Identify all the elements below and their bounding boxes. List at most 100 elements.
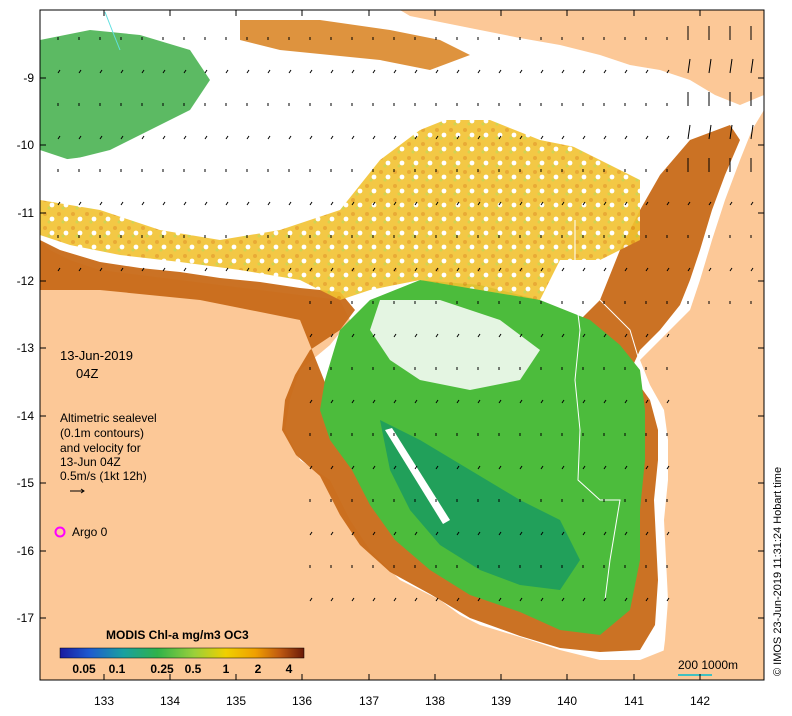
legend-line: 0.5m/s (1kt 12h) xyxy=(60,469,147,483)
velocity-arrow xyxy=(267,135,271,140)
colorbar-tick: 0.05 xyxy=(72,662,96,676)
velocity-arrow xyxy=(645,399,649,404)
velocity-arrow xyxy=(603,597,607,602)
velocity-legend-arrowhead xyxy=(80,488,85,494)
velocity-arrow xyxy=(372,465,376,470)
velocity-arrow xyxy=(603,531,607,536)
velocity-arrow xyxy=(309,333,313,338)
velocity-arrow xyxy=(519,267,523,272)
axis-ticks xyxy=(40,10,764,680)
velocity-arrow xyxy=(309,531,313,536)
velocity-arrow xyxy=(372,333,376,338)
velocity-arrow xyxy=(372,201,376,206)
velocity-arrow xyxy=(204,201,208,206)
colorbar-tick: 4 xyxy=(285,662,293,676)
lat-tick-label: -13 xyxy=(16,341,34,355)
velocity-arrow xyxy=(309,597,313,602)
velocity-arrow xyxy=(330,135,334,140)
velocity-arrow xyxy=(456,531,460,536)
velocity-arrow xyxy=(456,399,460,404)
velocity-arrow xyxy=(540,597,544,602)
map-border xyxy=(39,9,765,681)
velocity-arrow xyxy=(330,597,334,602)
velocity-arrow xyxy=(750,267,754,272)
velocity-arrow xyxy=(498,399,502,404)
velocity-arrow xyxy=(267,267,271,272)
velocity-arrow xyxy=(666,597,670,602)
legend-line: and velocity for xyxy=(60,441,141,455)
scale-label: 200 1000m xyxy=(678,658,739,672)
lon-tick-label: 133 xyxy=(93,694,115,708)
velocity-arrow xyxy=(393,597,397,602)
velocity-arrow xyxy=(330,333,334,338)
land-cape-york xyxy=(640,110,764,680)
velocity-arrow xyxy=(435,135,439,140)
velocity-arrow xyxy=(435,333,439,338)
velocity-arrow xyxy=(393,201,397,206)
velocity-arrow xyxy=(477,597,481,602)
velocity-arrow xyxy=(624,597,628,602)
lat-tick-label: -17 xyxy=(16,611,34,625)
velocity-arrow xyxy=(561,69,565,74)
chl-gulf-core xyxy=(380,420,580,590)
velocity-arrow xyxy=(351,597,355,602)
cloud-north xyxy=(50,80,660,205)
velocity-arrow xyxy=(498,201,502,206)
velocity-arrow xyxy=(477,135,481,140)
velocity-arrow xyxy=(603,201,607,206)
velocity-arrow xyxy=(99,69,103,74)
velocity-arrow xyxy=(183,135,187,140)
velocity-arrow xyxy=(624,69,628,74)
velocity-arrow xyxy=(372,597,376,602)
velocity-arrow xyxy=(666,201,670,206)
lat-tick-label: -14 xyxy=(16,409,34,423)
velocity-arrow xyxy=(729,58,733,74)
velocity-arrow xyxy=(729,201,733,206)
velocity-arrow xyxy=(582,597,586,602)
map-time: 04Z xyxy=(76,366,99,381)
velocity-arrow xyxy=(666,465,670,470)
velocity-arrow xyxy=(120,201,124,206)
velocity-arrow xyxy=(561,597,565,602)
velocity-arrow xyxy=(330,399,334,404)
velocity-arrow xyxy=(309,267,313,272)
velocity-arrow xyxy=(78,135,82,140)
velocity-arrow xyxy=(582,531,586,536)
lon-tick-label: 135 xyxy=(225,694,247,708)
velocity-arrow xyxy=(624,399,628,404)
map-date: 13-Jun-2019 xyxy=(60,348,133,363)
velocity-arrow xyxy=(477,465,481,470)
velocity-arrow xyxy=(519,597,523,602)
velocity-arrow xyxy=(372,135,376,140)
lat-tick-label: -16 xyxy=(16,544,34,558)
velocity-arrow xyxy=(540,531,544,536)
velocity-arrow xyxy=(414,399,418,404)
velocity-arrow xyxy=(372,531,376,536)
velocity-arrow xyxy=(687,58,691,74)
velocity-arrow xyxy=(708,124,712,140)
velocity-arrow xyxy=(288,135,292,140)
velocity-arrow xyxy=(414,465,418,470)
velocity-arrow xyxy=(78,267,82,272)
velocity-arrow xyxy=(666,333,670,338)
velocity-arrow xyxy=(435,465,439,470)
velocity-arrow xyxy=(372,267,376,272)
velocity-arrow xyxy=(78,201,82,206)
velocity-arrow xyxy=(498,267,502,272)
land-arnhem xyxy=(40,240,560,680)
velocity-arrow xyxy=(351,201,355,206)
velocity-arrow xyxy=(729,267,733,272)
velocity-arrow xyxy=(519,201,523,206)
velocity-arrow xyxy=(120,135,124,140)
velocity-arrow xyxy=(162,267,166,272)
lat-tick-label: -9 xyxy=(23,71,34,85)
velocity-arrow xyxy=(645,465,649,470)
velocity-arrow xyxy=(414,69,418,74)
lon-tick-label: 139 xyxy=(490,694,512,708)
velocity-arrow xyxy=(540,333,544,338)
velocity-arrow xyxy=(309,201,313,206)
velocity-arrow xyxy=(393,399,397,404)
argo-marker-icon xyxy=(54,526,66,538)
colorbar-tick: 0.1 xyxy=(108,662,126,676)
